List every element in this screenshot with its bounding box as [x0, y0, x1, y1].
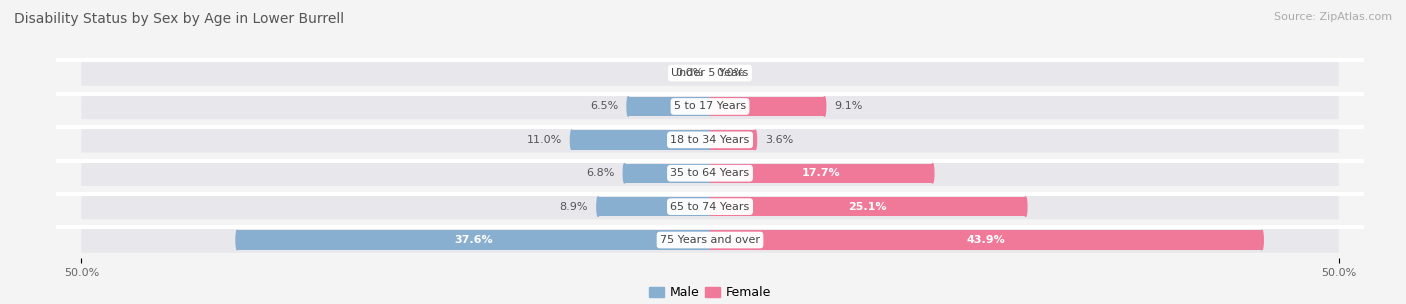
Text: 11.0%: 11.0%	[526, 135, 561, 145]
Text: 35 to 64 Years: 35 to 64 Years	[671, 168, 749, 178]
Bar	[572, 130, 710, 150]
Text: 75 Years and over: 75 Years and over	[659, 235, 761, 245]
Ellipse shape	[823, 97, 825, 116]
Text: 3.6%: 3.6%	[765, 135, 793, 145]
Ellipse shape	[598, 197, 599, 216]
Text: 0.0%: 0.0%	[675, 68, 704, 78]
Text: 6.5%: 6.5%	[591, 102, 619, 112]
Text: 43.9%: 43.9%	[967, 235, 1005, 245]
Text: 9.1%: 9.1%	[835, 102, 863, 112]
Bar	[710, 230, 1263, 250]
Text: 8.9%: 8.9%	[560, 202, 588, 212]
Text: 17.7%: 17.7%	[801, 168, 841, 178]
Bar	[710, 130, 755, 150]
Bar	[710, 97, 824, 116]
Text: 18 to 34 Years: 18 to 34 Years	[671, 135, 749, 145]
FancyBboxPatch shape	[82, 94, 1339, 119]
Ellipse shape	[931, 164, 934, 183]
Bar	[628, 97, 710, 116]
Bar	[710, 197, 1025, 216]
FancyBboxPatch shape	[82, 227, 1339, 253]
Bar	[710, 164, 932, 183]
Text: 5 to 17 Years: 5 to 17 Years	[673, 102, 747, 112]
Ellipse shape	[623, 164, 626, 183]
FancyBboxPatch shape	[82, 194, 1339, 219]
Text: 37.6%: 37.6%	[454, 235, 494, 245]
FancyBboxPatch shape	[82, 161, 1339, 186]
Ellipse shape	[1261, 230, 1263, 250]
Text: 0.0%: 0.0%	[716, 68, 745, 78]
Bar	[624, 164, 710, 183]
Bar	[598, 197, 710, 216]
Text: 25.1%: 25.1%	[849, 202, 887, 212]
Ellipse shape	[571, 130, 574, 150]
Text: 6.8%: 6.8%	[586, 168, 614, 178]
Ellipse shape	[627, 97, 630, 116]
Bar	[238, 230, 710, 250]
Ellipse shape	[1025, 197, 1026, 216]
Text: 65 to 74 Years: 65 to 74 Years	[671, 202, 749, 212]
Text: Under 5 Years: Under 5 Years	[672, 68, 748, 78]
Legend: Male, Female: Male, Female	[645, 283, 775, 303]
Text: Source: ZipAtlas.com: Source: ZipAtlas.com	[1274, 12, 1392, 22]
FancyBboxPatch shape	[82, 60, 1339, 86]
Text: Disability Status by Sex by Age in Lower Burrell: Disability Status by Sex by Age in Lower…	[14, 12, 344, 26]
Ellipse shape	[754, 130, 756, 150]
Ellipse shape	[236, 230, 239, 250]
FancyBboxPatch shape	[82, 127, 1339, 153]
